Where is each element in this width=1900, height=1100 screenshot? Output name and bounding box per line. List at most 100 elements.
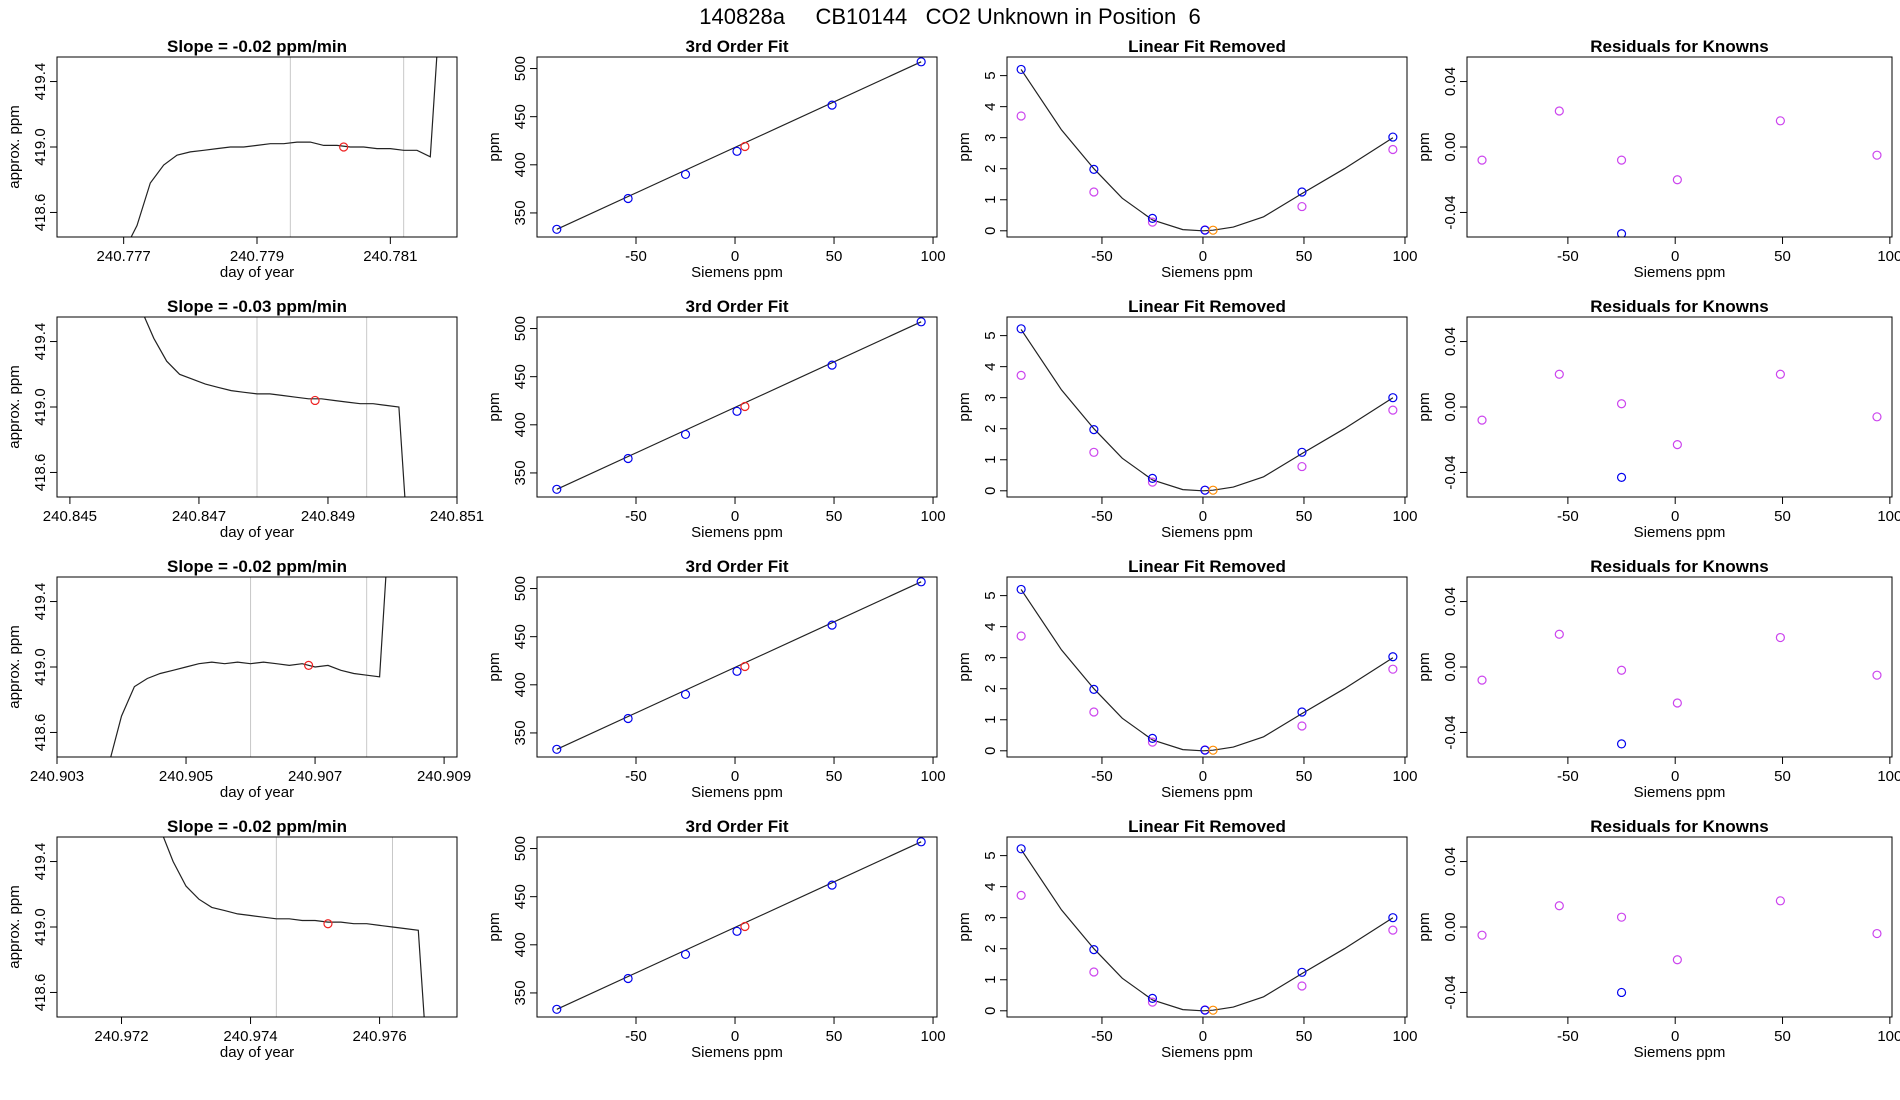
y-tick-label: 1 [982,456,999,464]
chart-title: Linear Fit Removed [1128,817,1286,836]
fit-line [556,841,922,1010]
chart-r2-res: Residuals for Knowns -50 0 50 100 -0.04 0.00 0.… [1416,297,1900,541]
x-tick-label: 50 [826,248,843,265]
x-tick-label: 50 [1774,1028,1791,1045]
data-layer [1477,369,1882,482]
x-tick-label: 240.777 [97,248,151,265]
x-axis-label: Siemens ppm [1161,524,1253,541]
y-tick-label: 5 [982,851,999,859]
known-point [1089,425,1099,435]
x-tick-label: 100 [1877,508,1900,525]
y-tick-label: 400 [512,152,529,177]
fit-curve [1020,589,1394,752]
magenta-point [1388,925,1398,935]
known-point [1616,229,1627,237]
unknown-point [339,142,349,152]
unknown-point [1208,225,1218,235]
y-tick-label: 418.6 [32,714,49,752]
magenta-point [1554,369,1564,379]
known-point [623,713,633,724]
known-point [552,224,562,234]
y-tick-label: -0.04 [1442,975,1459,1009]
x-tick-label: 100 [1877,1028,1900,1045]
y-tick-label: 400 [512,672,529,697]
y-tick-label: 3 [982,914,999,922]
y-tick-label: 419.0 [32,128,49,166]
magenta-point [1147,477,1158,487]
chart-r2-lin: Linear Fit Removed -50 0 50 100 0 1 2 3 4 5 Siemens… [956,297,1417,541]
known-point [1616,472,1627,482]
x-tick-label: 0 [1671,768,1679,785]
magenta-point [1554,629,1564,639]
y-tick-label: 5 [982,331,999,339]
x-tick-label: 50 [1774,768,1791,785]
series-line [130,57,438,237]
magenta-point [1388,664,1398,674]
chart-title: Linear Fit Removed [1128,297,1286,316]
x-tick-label: 240.847 [172,508,226,525]
chart-r3-fit: 3rd Order Fit -50 0 50 100 350 400 450 500 Siemen… [486,557,946,801]
x-tick-label: 240.972 [94,1028,148,1045]
known-point [1089,945,1099,955]
plot-frame [536,56,938,238]
known-point [1297,967,1307,977]
known-point [732,406,742,416]
fit-curve [1020,329,1394,492]
magenta-point [1672,698,1682,708]
y-tick-label: -0.04 [1442,455,1459,489]
known-point [1616,987,1627,998]
x-tick-label: 0 [1199,508,1207,525]
chart-title: 3rd Order Fit [686,817,789,836]
plot-frame [56,56,458,238]
magenta-point [1477,415,1487,425]
y-tick-label: 0.04 [1442,587,1459,616]
y-axis-label: approx. ppm [6,105,23,188]
chart-r1-fit: 3rd Order Fit -50 0 50 100 350 400 450 500 Siemen… [486,37,946,281]
chart-title: 3rd Order Fit [686,557,789,576]
x-tick-label: -50 [625,248,647,265]
unknown-point [740,661,750,672]
known-point [1016,64,1026,75]
x-tick-label: 0 [731,248,739,265]
x-axis-label: Siemens ppm [1161,1044,1253,1061]
y-tick-label: 419.4 [32,63,49,101]
series-line [162,837,425,1017]
x-axis-label: Siemens ppm [1161,784,1253,801]
chart-r1-res: Residuals for Knowns -50 0 50 100 -0.04 0.00 0.… [1416,37,1900,281]
known-point [1297,447,1307,457]
known-point [1016,584,1026,595]
chart-title: Residuals for Knowns [1590,297,1769,316]
x-axis-label: Siemens ppm [1161,264,1253,281]
data-layer [1016,64,1398,235]
known-point [623,453,633,464]
y-axis-label: ppm [486,132,503,161]
magenta-point [1016,111,1026,121]
x-axis-label: day of year [220,1044,294,1061]
magenta-point [1297,981,1307,991]
x-tick-label: 240.909 [417,768,471,785]
unknown-point [740,141,750,152]
magenta-point [1016,890,1026,900]
y-axis-label: ppm [1416,132,1433,161]
x-axis-label: Siemens ppm [691,784,783,801]
x-tick-label: -50 [1091,508,1113,525]
x-tick-label: 240.781 [363,248,417,265]
known-point [623,193,633,204]
known-point [680,689,691,700]
data-layer [1016,584,1398,755]
y-axis-label: ppm [486,652,503,681]
unknown-point [1208,1005,1218,1015]
known-point [827,880,837,890]
known-point [1388,132,1398,142]
x-tick-label: -50 [1091,248,1113,265]
x-axis-label: Siemens ppm [691,1044,783,1061]
x-tick-label: 0 [1671,248,1679,265]
known-point [680,429,691,440]
y-tick-label: 419.0 [32,648,49,686]
x-tick-label: 0 [1671,508,1679,525]
plot-frame [1466,836,1893,1018]
fit-line [556,61,922,230]
y-tick-label: 419.4 [32,323,49,361]
fit-line [556,581,922,750]
